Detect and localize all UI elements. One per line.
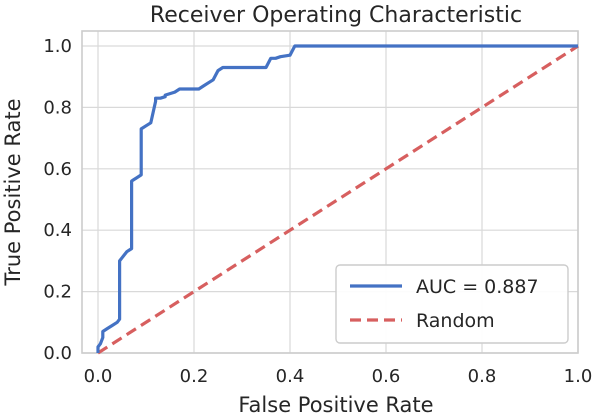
- y-tick-label: 1.0: [43, 36, 72, 57]
- y-tick-label: 0.8: [43, 97, 72, 118]
- y-axis-label: True Positive Rate: [1, 98, 25, 286]
- x-tick-label: 0.2: [180, 366, 209, 387]
- x-tick-label: 0.0: [84, 366, 113, 387]
- plot-frame: [81, 30, 579, 354]
- x-tick-labels: 0.0 0.2 0.4 0.6 0.8 1.0: [84, 366, 593, 387]
- y-tick-label: 0.0: [43, 343, 72, 364]
- x-axis-label: False Positive Rate: [238, 393, 433, 417]
- series-lines: [96, 44, 579, 355]
- x-tick-label: 0.4: [276, 366, 305, 387]
- y-tick-label: 0.6: [43, 159, 72, 180]
- y-tick-label: 0.4: [43, 220, 72, 241]
- legend: AUC = 0.887 Random: [335, 264, 569, 344]
- roc-curve-line: [96, 44, 578, 353]
- legend-label-random: Random: [416, 310, 495, 332]
- x-tick-label: 1.0: [564, 366, 593, 387]
- legend-label-auc: AUC = 0.887: [416, 276, 539, 298]
- random-baseline-line: [97, 44, 579, 355]
- chart-title: Receiver Operating Characteristic: [150, 3, 522, 28]
- y-tick-label: 0.2: [43, 282, 72, 303]
- x-tick-label: 0.8: [468, 366, 497, 387]
- y-tick-labels: 0.0 0.2 0.4 0.6 0.8 1.0: [43, 36, 72, 364]
- x-tick-label: 0.6: [372, 366, 401, 387]
